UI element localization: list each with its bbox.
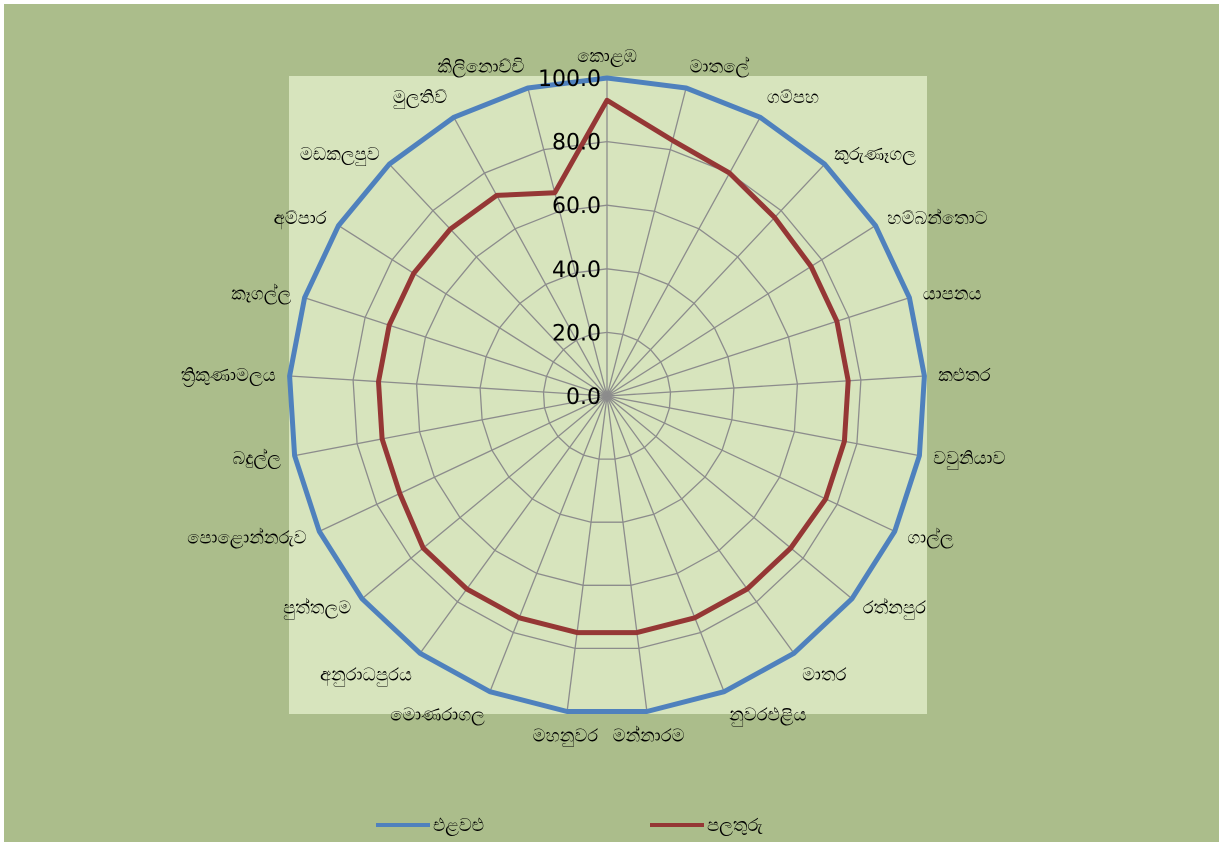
grid-spoke-21 <box>338 225 608 397</box>
grid-spoke-13 <box>566 395 608 712</box>
grid-spoke-20 <box>304 297 608 397</box>
category-label-3: කුරුණෑගල <box>834 144 916 165</box>
grid-spoke-9 <box>606 395 853 600</box>
grid-spoke-5 <box>606 297 910 397</box>
legend-label-0: එළවළු <box>433 815 484 836</box>
grid-spoke-23 <box>453 116 608 397</box>
grid-spoke-14 <box>489 395 608 692</box>
category-label-8: ගාල්ල <box>907 527 954 548</box>
grid-spoke-2 <box>606 116 761 397</box>
grid-spoke-15 <box>419 395 608 654</box>
grid-spoke-19 <box>289 375 608 397</box>
category-label-14: මොණරාගල <box>390 705 485 726</box>
category-label-11: නුවරඑළිය <box>729 705 806 726</box>
category-label-15: අනුරාධපුරය <box>320 665 412 687</box>
series-line-1 <box>376 97 851 636</box>
grid-spoke-22 <box>388 163 608 397</box>
legend: එළවළු පලතුරු <box>376 815 764 836</box>
series-line-0 <box>287 75 927 714</box>
category-label-18: බදුල්ල <box>233 448 282 469</box>
category-label-1: මාතලේ <box>690 56 750 77</box>
grid-spoke-10 <box>606 395 795 654</box>
grid-spoke-11 <box>606 395 725 692</box>
radar-grid <box>288 77 926 713</box>
category-label-23: මුලතිව් <box>393 87 447 108</box>
category-label-10: මාතර <box>802 665 846 686</box>
grid-spoke-3 <box>606 163 826 397</box>
category-label-12: මන්නාරම <box>613 725 685 746</box>
grid-spoke-16 <box>361 395 608 600</box>
grid-ring-3 <box>415 204 799 586</box>
grid-spoke-4 <box>606 225 876 397</box>
category-label-21: අම්පාර <box>274 208 327 230</box>
category-label-24: කිලිනොච්චි <box>437 56 524 77</box>
category-label-20: කෑගල්ල <box>231 283 291 304</box>
category-label-13: මහනුවර <box>533 725 599 746</box>
radial-axis-ticks: 0.0 20.0 40.0 60.0 80.0 100.0 <box>538 67 601 410</box>
category-label-5: යාපනය <box>923 283 982 304</box>
category-label-6: කළුතර <box>938 365 990 386</box>
grid-spoke-8 <box>606 395 895 532</box>
tick-label-1: 20.0 <box>552 321 601 346</box>
category-label-22: මඩකලපුව <box>300 144 380 165</box>
grid-spoke-7 <box>606 395 920 457</box>
grid-ring-4 <box>352 140 862 650</box>
category-label-16: පුත්තලම <box>283 597 351 619</box>
category-label-2: ගම්පහ <box>767 87 819 108</box>
grid-spoke-18 <box>294 395 608 457</box>
grid-spoke-24 <box>527 87 608 397</box>
grid-spoke-6 <box>606 375 925 397</box>
grid-ring-2 <box>479 268 735 523</box>
tick-label-5: 100.0 <box>538 67 601 92</box>
category-label-7: වවුනියාව <box>933 448 1005 469</box>
category-label-9: රත්නපුර <box>863 597 926 619</box>
category-label-19: ත්‍රිකුණාමලය <box>181 365 276 386</box>
tick-label-2: 40.0 <box>552 258 601 283</box>
series-group <box>287 75 927 714</box>
category-label-17: පොළොන්නරුව <box>187 527 307 548</box>
tick-label-3: 60.0 <box>552 194 601 219</box>
tick-label-0: 0.0 <box>566 385 601 410</box>
grid-spoke-12 <box>606 395 648 712</box>
grid-ring-1 <box>542 331 672 460</box>
grid-spoke-17 <box>319 395 608 532</box>
category-label-0: කොළඹ <box>577 46 637 67</box>
tick-label-4: 80.0 <box>552 131 601 156</box>
category-label-4: හම්බන්තොට <box>887 208 987 229</box>
legend-label-1: පලතුරු <box>707 815 764 836</box>
category-labels: කොළඹ මාතලේ ගම්පහ කුරුණෑගල හම්බන්තොට යාපනය කළුත… <box>181 46 1006 747</box>
